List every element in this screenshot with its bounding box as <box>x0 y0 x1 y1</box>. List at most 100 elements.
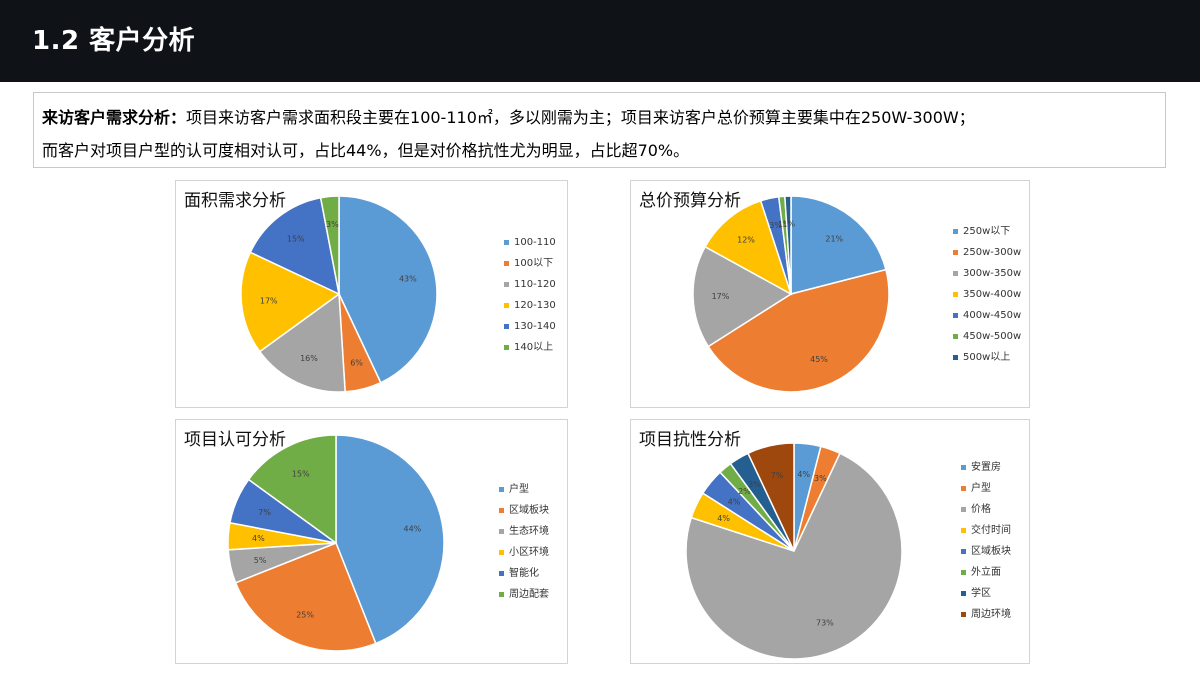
data-label: 43% <box>399 275 417 284</box>
legend-label: 小区环境 <box>509 547 549 558</box>
pie-chart: 21% 45% 17% 12% 3%1%1% <box>692 195 890 393</box>
data-label: 17% <box>260 297 278 306</box>
data-label: 44% <box>403 524 421 533</box>
legend-item: 400w-450w <box>953 305 1021 326</box>
data-label: 73% <box>816 618 834 627</box>
legend-item: 300w-350w <box>953 263 1021 284</box>
legend-swatch <box>953 229 958 234</box>
data-label: 4% <box>717 514 730 523</box>
legend-swatch <box>504 240 509 245</box>
legend-item: 智能化 <box>499 563 549 584</box>
pie-slice-4 <box>240 251 341 353</box>
header-bar: 1.2 客户分析 <box>0 0 1200 82</box>
legend-swatch <box>961 591 966 596</box>
legend-swatch <box>504 345 509 350</box>
legend-label: 智能化 <box>509 568 539 579</box>
area-demand-chart: 面积需求分析 43% 6% 16% 17% 15% 3% 100-110 100以下 110-… <box>175 180 568 408</box>
legend-swatch <box>953 292 958 297</box>
legend-label: 100-110 <box>514 237 556 248</box>
legend-swatch <box>953 334 958 339</box>
legend-label: 外立面 <box>971 567 1001 578</box>
pie-slice-2 <box>234 542 377 652</box>
legend-item: 120-130 <box>504 295 556 316</box>
legend-swatch <box>961 465 966 470</box>
data-label: 1% <box>778 220 791 229</box>
data-label: 16% <box>300 354 318 363</box>
legend-label: 500w以上 <box>963 352 1011 363</box>
pie-chart: 44% 25% 5% 4% 7% 15% <box>227 434 445 652</box>
summary-line-1: 来访客户需求分析：项目来访客户需求面积段主要在100-110㎡，多以刚需为主；项… <box>42 101 1155 134</box>
pie-slice-1 <box>338 195 438 384</box>
data-label: 4% <box>728 497 741 506</box>
legend-label: 户型 <box>971 483 991 494</box>
legend-label: 生态环境 <box>509 526 549 537</box>
legend-item: 周边环境 <box>961 604 1011 625</box>
legend-label: 130-140 <box>514 321 556 332</box>
project-resistance-chart: 项目抗性分析 4% 3% 73% 4% 4% 2% 3% 7% 安置房 户型 价格 交付时间 区域板块… <box>630 419 1030 664</box>
summary-label: 来访客户需求分析： <box>42 108 187 127</box>
legend-swatch <box>499 571 504 576</box>
legend-item: 130-140 <box>504 316 556 337</box>
legend-label: 250w以下 <box>963 226 1011 237</box>
legend-item: 周边配套 <box>499 584 549 605</box>
legend-swatch <box>504 303 509 308</box>
legend-item: 350w-400w <box>953 284 1021 305</box>
legend-swatch <box>499 592 504 597</box>
pie-slice-5 <box>249 196 341 296</box>
data-label: 12% <box>737 236 755 245</box>
legend-label: 350w-400w <box>963 289 1022 300</box>
data-label: 3% <box>326 220 339 229</box>
data-label: 17% <box>712 292 730 301</box>
legend-label: 120-130 <box>514 300 556 311</box>
data-label: 4% <box>252 534 265 543</box>
page-title: 1.2 客户分析 <box>32 26 196 56</box>
legend-item: 140以上 <box>504 337 556 358</box>
pie-chart: 4% 3%73%4%4%2%3%7% <box>685 442 903 660</box>
data-label: 7% <box>258 508 271 517</box>
legend-item: 交付时间 <box>961 520 1011 541</box>
legend-swatch <box>961 507 966 512</box>
legend-swatch <box>953 250 958 255</box>
data-label: 21% <box>825 234 843 243</box>
data-label: 25% <box>296 610 314 619</box>
legend-swatch <box>499 529 504 534</box>
legend-swatch <box>499 550 504 555</box>
data-label: 6% <box>350 358 363 367</box>
legend-swatch <box>499 508 504 513</box>
chart-title: 项目认可分析 <box>184 430 286 450</box>
chart-title: 总价预算分析 <box>639 191 741 211</box>
legend-swatch <box>961 612 966 617</box>
pie-slice-4 <box>704 199 793 296</box>
legend-swatch <box>961 486 966 491</box>
pie-slice-1 <box>335 434 445 645</box>
pie-slice-2 <box>707 268 890 393</box>
legend-label: 400w-450w <box>963 310 1022 321</box>
legend-label: 户型 <box>509 484 529 495</box>
chart-legend: 100-110 100以下 110-120 120-130 130-140 140以上 <box>504 232 556 358</box>
legend-label: 价格 <box>971 504 991 515</box>
legend-swatch <box>504 324 509 329</box>
legend-label: 250w-300w <box>963 247 1022 258</box>
legend-item: 区域板块 <box>961 541 1011 562</box>
legend-item: 生态环境 <box>499 521 549 542</box>
legend-label: 100以下 <box>514 258 554 269</box>
legend-swatch <box>953 355 958 360</box>
pie-slice-6 <box>319 195 340 295</box>
legend-item: 小区环境 <box>499 542 549 563</box>
pie-slice-3 <box>258 292 346 393</box>
legend-label: 安置房 <box>971 462 1001 473</box>
summary-text-1: 项目来访客户需求面积段主要在100-110㎡，多以刚需为主；项目来访客户总价预算… <box>186 108 975 127</box>
project-approval-chart: 项目认可分析 44% 25% 5% 4% 7% 15% 户型 区域板块 生态环境 小区环境 智能化… <box>175 419 568 664</box>
data-label: 15% <box>292 470 310 479</box>
legend-label: 交付时间 <box>971 525 1011 536</box>
pie-slice-3 <box>692 245 793 348</box>
legend-item: 500w以上 <box>953 347 1021 368</box>
legend-swatch <box>961 570 966 575</box>
summary-box: 来访客户需求分析：项目来访客户需求面积段主要在100-110㎡，多以刚需为主；项… <box>33 92 1166 168</box>
legend-item: 250w以下 <box>953 221 1021 242</box>
data-label: 4% <box>797 470 810 479</box>
legend-item: 安置房 <box>961 457 1011 478</box>
legend-item: 100以下 <box>504 253 556 274</box>
legend-swatch <box>504 261 509 266</box>
data-label: 3% <box>769 221 782 230</box>
